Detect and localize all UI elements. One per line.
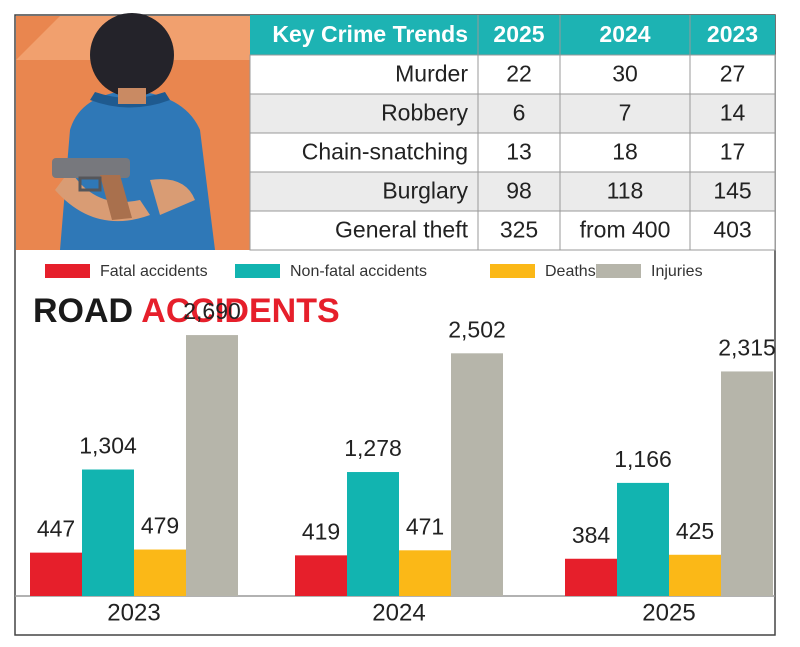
bar: [451, 353, 503, 596]
bar: [399, 550, 451, 596]
table-header-cell: 2024: [599, 21, 650, 47]
bar: [186, 335, 238, 596]
table-row-bg: [249, 210, 776, 251]
table-cell: 17: [720, 139, 746, 165]
legend: Fatal accidents Non-fatal accidents Deaths…: [45, 263, 703, 280]
table-cell: 403: [713, 217, 751, 243]
table-cell: 118: [607, 178, 644, 204]
table-header-bg: [250, 15, 775, 55]
chart-title: ROAD ACCIDENTS: [33, 292, 340, 330]
legend-swatch: [596, 264, 641, 278]
value-label: 384: [572, 522, 611, 548]
value-label: 1,304: [79, 433, 137, 459]
value-label: 479: [141, 513, 179, 539]
value-label: 471: [406, 513, 444, 539]
bars: 2023 447 1,304 479 2,690 2024 419 1,278 471 2,502…: [30, 298, 776, 626]
legend-label: Deaths: [545, 263, 596, 280]
table-cell: 14: [720, 100, 746, 126]
table-cell: 145: [713, 178, 751, 204]
value-label: 419: [302, 518, 340, 544]
table-cell: 22: [506, 61, 532, 87]
table-cell: Murder: [395, 61, 468, 87]
table-header-cell: 2023: [707, 21, 758, 47]
bar: [617, 482, 669, 596]
table-cell: Chain-snatching: [302, 139, 468, 165]
legend-label: Fatal accidents: [100, 263, 208, 280]
value-label: 2,315: [718, 335, 776, 361]
table-cell: 7: [619, 100, 632, 126]
bar: [347, 472, 399, 596]
legend-swatch: [45, 264, 90, 278]
table-cell: 27: [720, 61, 746, 87]
value-label: 447: [37, 516, 75, 542]
x-tick-label: 2023: [107, 599, 160, 626]
table-cell: 325: [500, 217, 538, 243]
crime-table: Key Crime Trends 2025 2024 2023 Murder 22 30 27…: [249, 15, 776, 251]
table-cell: 30: [612, 61, 638, 87]
bar: [30, 552, 82, 596]
table-cell: 98: [506, 178, 532, 204]
bar: [565, 558, 617, 596]
illustration: [16, 13, 250, 250]
legend-label: Injuries: [651, 263, 703, 280]
value-label: 425: [676, 518, 714, 544]
table-header-cell: 2025: [493, 21, 544, 47]
value-label: 1,166: [614, 446, 672, 472]
table-cell: 13: [506, 139, 532, 165]
bar: [295, 555, 347, 596]
legend-label: Non-fatal accidents: [290, 263, 427, 280]
table-cell: General theft: [335, 217, 469, 243]
value-label: 1,278: [344, 435, 402, 461]
table-cell: from 400: [580, 217, 671, 243]
table-cell: 18: [612, 139, 638, 165]
table-header-cell: Key Crime Trends: [272, 21, 468, 47]
table-cell: Burglary: [382, 178, 468, 204]
bar: [721, 371, 773, 596]
x-tick-label: 2025: [642, 599, 695, 626]
legend-swatch: [490, 264, 535, 278]
legend-swatch: [235, 264, 280, 278]
bar: [82, 469, 134, 596]
table-cell: Robbery: [381, 100, 468, 126]
x-tick-label: 2024: [372, 599, 425, 626]
bar: [134, 549, 186, 596]
value-label: 2,690: [183, 298, 241, 324]
value-label: 2,502: [448, 316, 506, 342]
table-cell: 6: [513, 100, 526, 126]
bar: [669, 554, 721, 596]
